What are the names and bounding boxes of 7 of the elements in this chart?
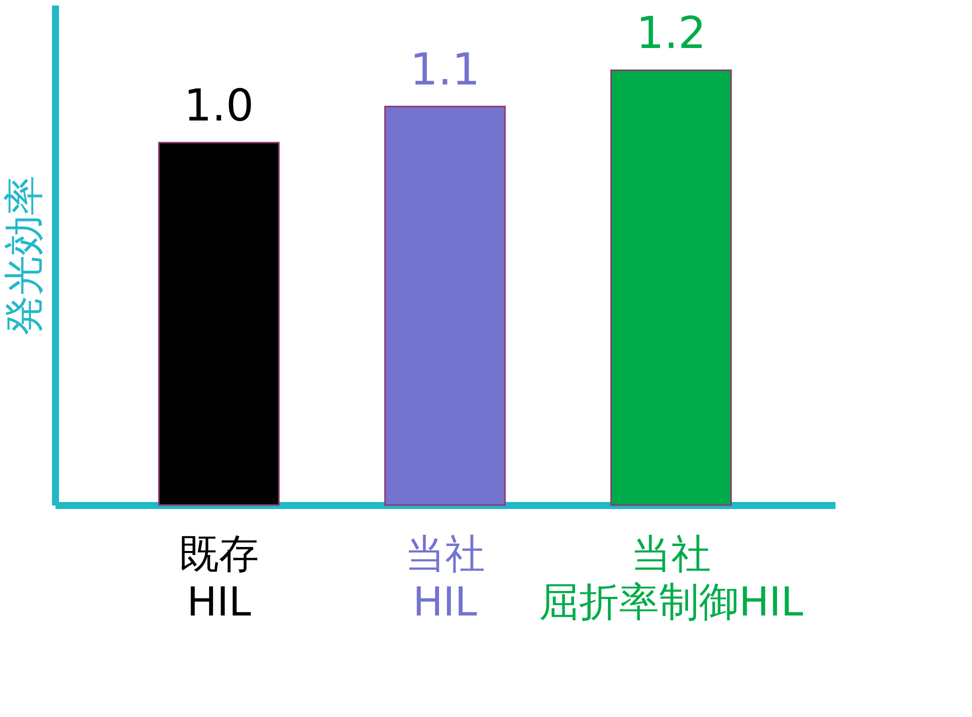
y-axis-title: 発光効率: [2, 176, 48, 336]
data-label: 1.1: [410, 44, 480, 96]
x-tick-label: 当社HIL: [405, 532, 485, 626]
x-tick-label: 当社屈折率制御HIL: [539, 532, 804, 626]
data-label: 1.2: [636, 8, 706, 60]
x-tick-label: 既存HIL: [178, 532, 259, 626]
data-label: 1.0: [184, 80, 254, 132]
